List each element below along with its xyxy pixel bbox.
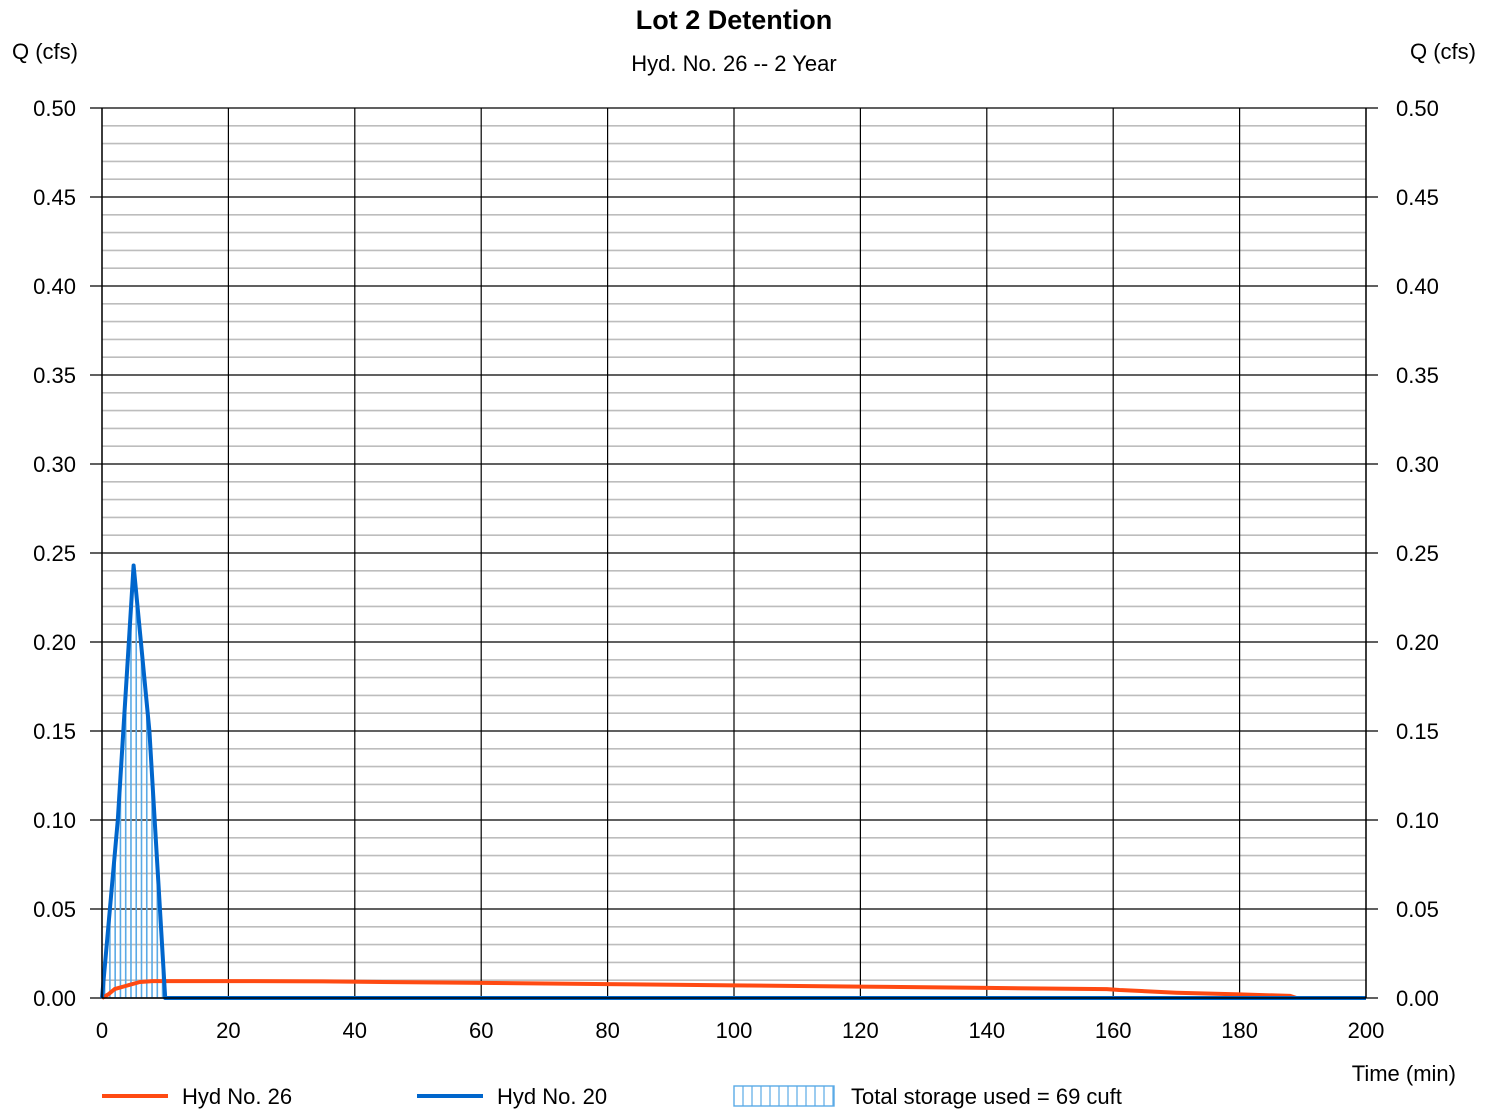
x-tick-label: 140 (968, 1018, 1005, 1043)
x-tick-label: 60 (469, 1018, 493, 1043)
y-tick-label-right: 0.30 (1396, 452, 1439, 477)
legend-swatch-storage (733, 1085, 835, 1107)
major-grid (90, 107, 1378, 999)
y-tick-label-left: 0.30 (33, 452, 76, 477)
chart-subtitle: Hyd. No. 26 -- 2 Year (631, 51, 836, 76)
y-tick-label-right: 0.15 (1396, 719, 1439, 744)
x-tick-label: 80 (595, 1018, 619, 1043)
legend-label-storage: Total storage used = 69 cuft (851, 1084, 1122, 1109)
plot-frame (101, 108, 1367, 999)
y-tick-label-right: 0.45 (1396, 185, 1439, 210)
y-tick-label-right: 0.20 (1396, 630, 1439, 655)
y-tick-label-right: 0.50 (1396, 96, 1439, 121)
x-tick-labels: 0 20 40 60 80 100 120 140 160 180 200 (96, 1018, 1384, 1043)
legend-swatch-storage-border (733, 1085, 835, 1107)
y-tick-label-right: 0.25 (1396, 541, 1439, 566)
chart-title: Lot 2 Detention (636, 5, 833, 35)
y-tick-labels-right: 0.00 0.05 0.10 0.15 0.20 0.25 0.30 0.35 0.40 0.45… (1396, 96, 1439, 1011)
y-tick-label-right: 0.40 (1396, 274, 1439, 299)
legend-label-hyd-26: Hyd No. 26 (182, 1084, 292, 1109)
y-tick-label-left: 0.35 (33, 363, 76, 388)
y-tick-label-left: 0.10 (33, 808, 76, 833)
legend-label-hyd-20: Hyd No. 20 (497, 1084, 607, 1109)
x-tick-label: 180 (1221, 1018, 1258, 1043)
y-tick-label-left: 0.40 (33, 274, 76, 299)
x-tick-label: 40 (343, 1018, 367, 1043)
y-tick-label-left: 0.00 (33, 986, 76, 1011)
y-tick-label-left: 0.15 (33, 719, 76, 744)
x-tick-label: 0 (96, 1018, 108, 1043)
x-axis-label: Time (min) (1352, 1061, 1456, 1086)
series-line-hyd-26 (101, 979, 1366, 1000)
x-tick-label: 120 (842, 1018, 879, 1043)
storage-area (103, 593, 164, 998)
y-tick-label-left: 0.50 (33, 96, 76, 121)
y-tick-label-right: 0.00 (1396, 986, 1439, 1011)
x-tick-label: 100 (716, 1018, 753, 1043)
y-tick-label-left: 0.25 (33, 541, 76, 566)
y-tick-label-left: 0.20 (33, 630, 76, 655)
y-axis-label-left: Q (cfs) (12, 39, 78, 64)
y-tick-label-left: 0.45 (33, 185, 76, 210)
x-tick-label: 20 (216, 1018, 240, 1043)
y-tick-label-right: 0.35 (1396, 363, 1439, 388)
x-tick-label: 160 (1095, 1018, 1132, 1043)
y-tick-labels-left: 0.00 0.05 0.10 0.15 0.20 0.25 0.30 0.35 0.40 0.45… (33, 96, 76, 1011)
y-tick-label-right: 0.10 (1396, 808, 1439, 833)
legend: Hyd No. 26 Hyd No. 20 Total storage used… (102, 1084, 1122, 1109)
y-tick-label-left: 0.05 (33, 897, 76, 922)
x-tick-label: 200 (1348, 1018, 1385, 1043)
y-tick-label-right: 0.05 (1396, 897, 1439, 922)
y-axis-label-right: Q (cfs) (1410, 39, 1476, 64)
